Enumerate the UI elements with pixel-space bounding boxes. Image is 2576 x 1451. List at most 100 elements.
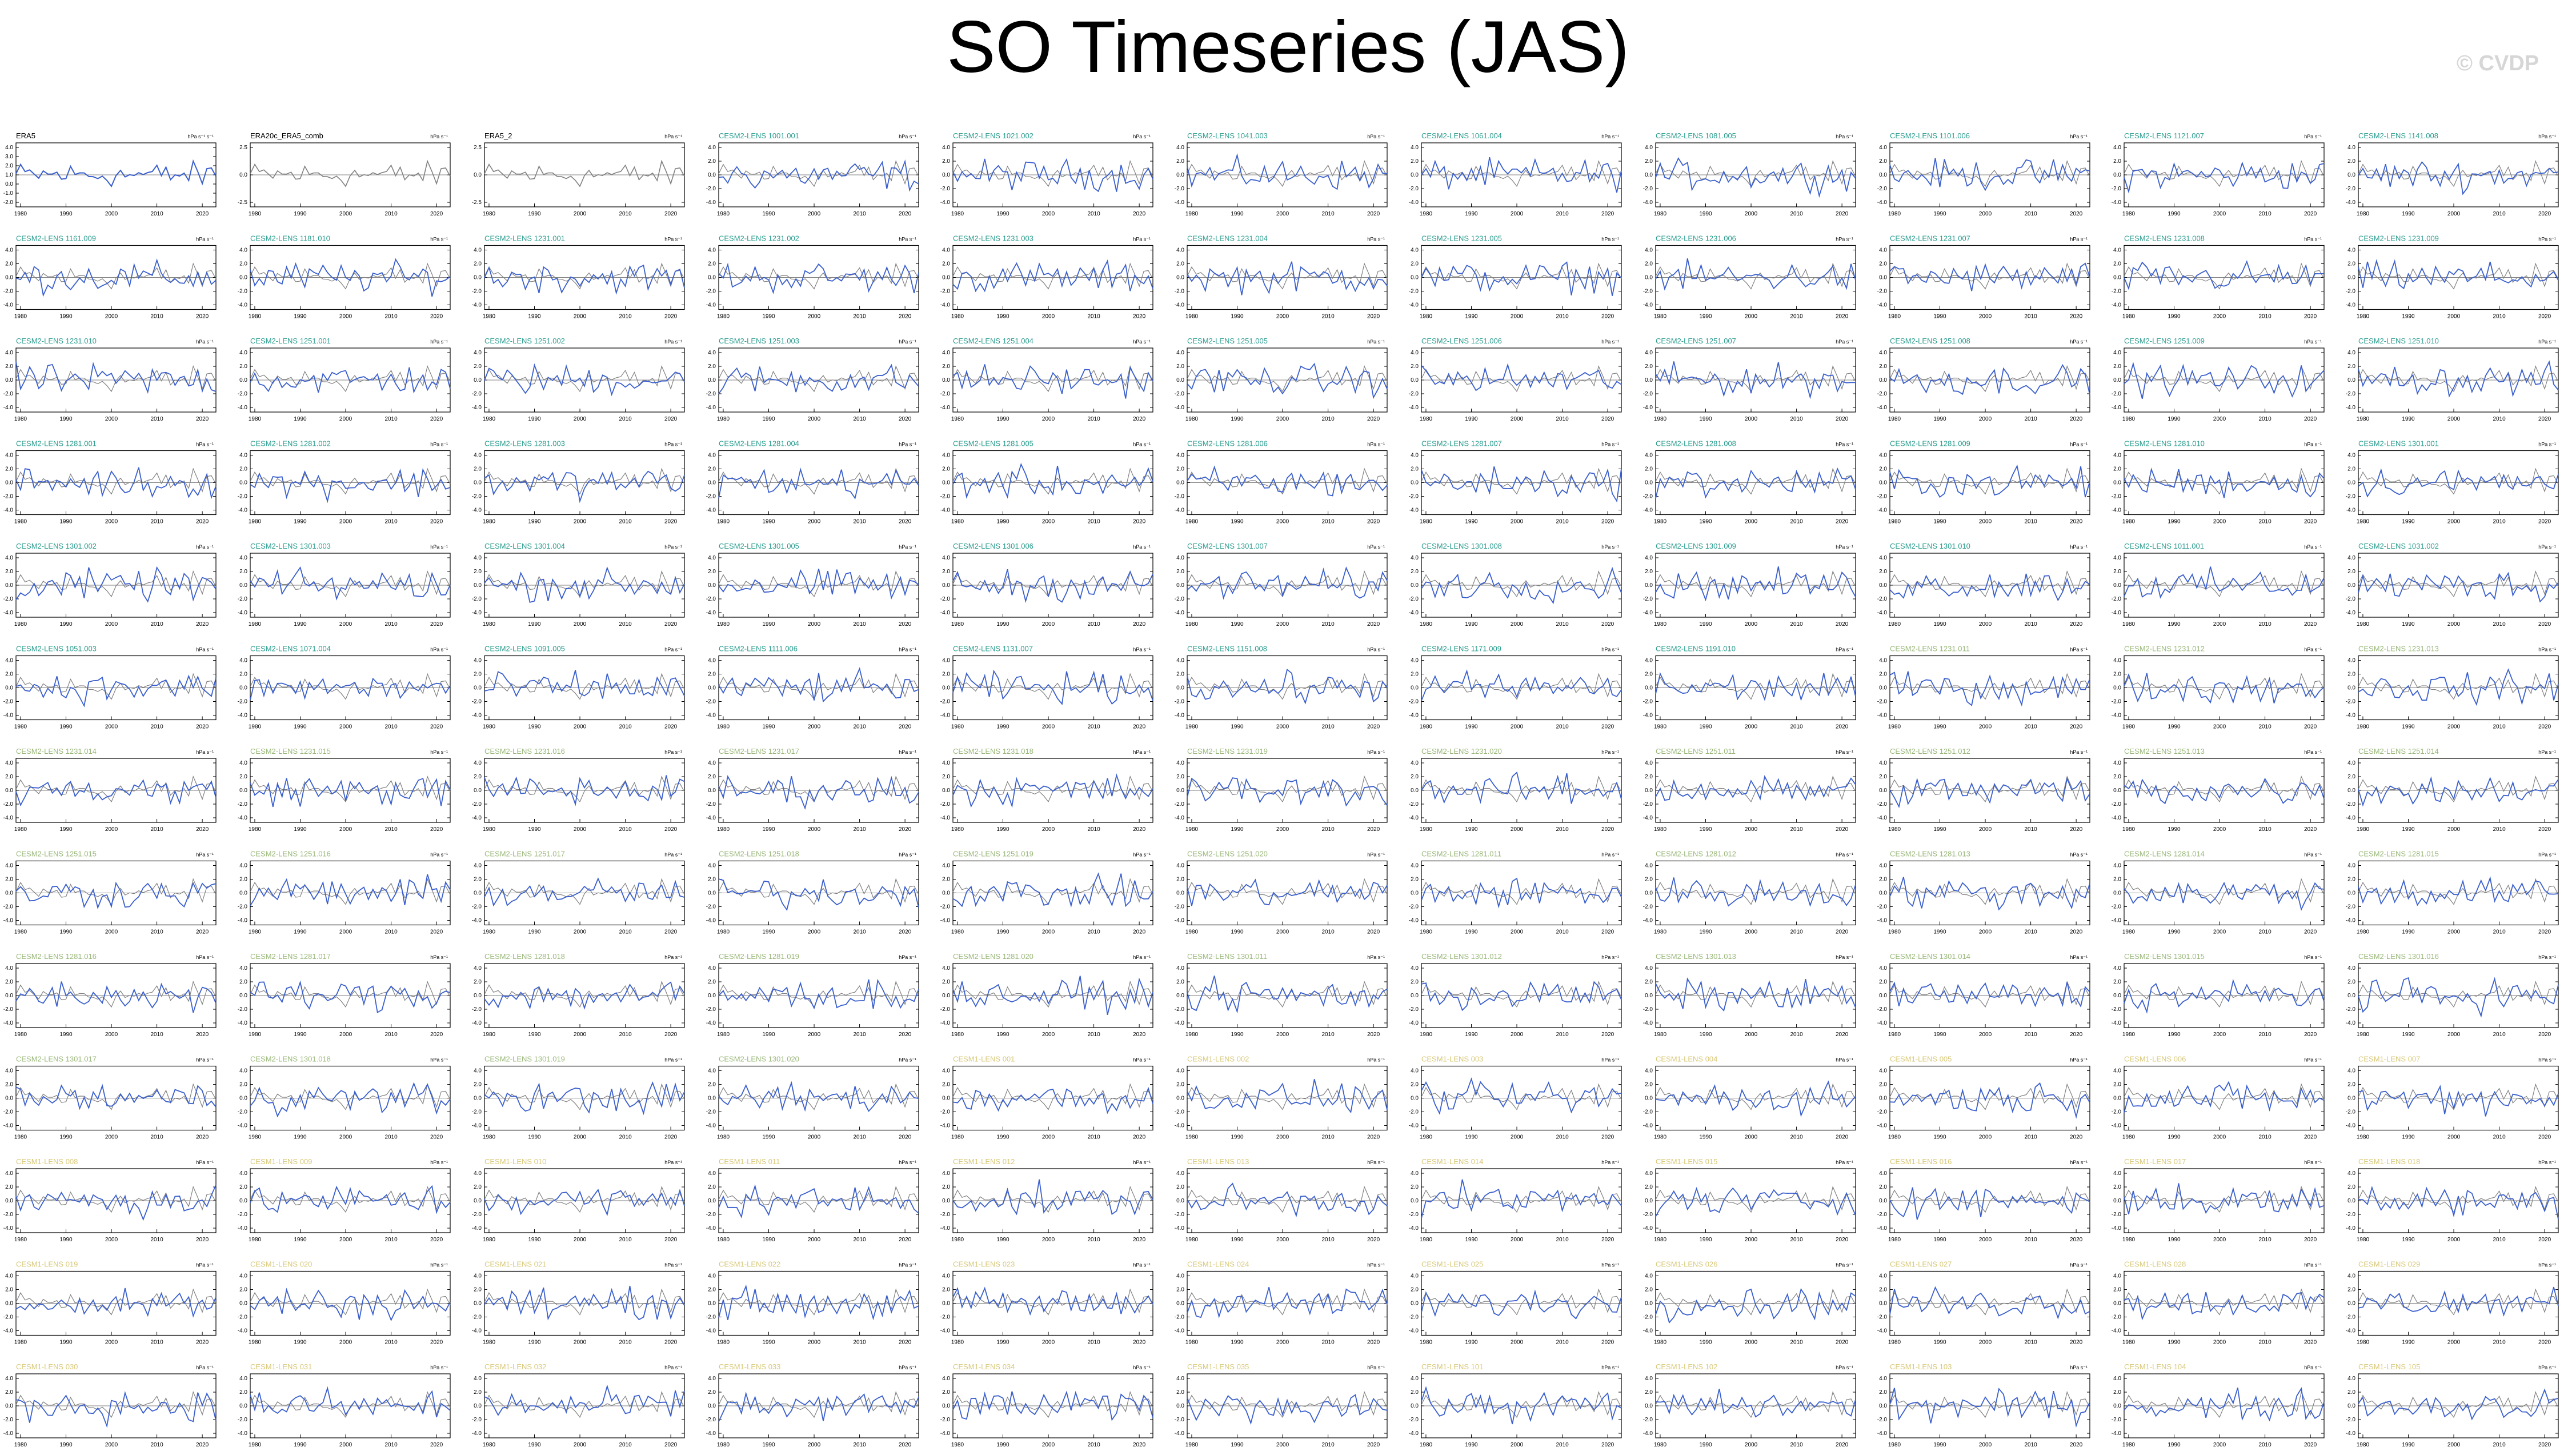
- y-tick-label: 0.0: [1411, 1198, 1419, 1204]
- y-tick-label: -1.0: [3, 190, 14, 197]
- x-tick-label: 2020: [1601, 211, 1614, 217]
- panel: CESM2-LENS 1281.002 hPa s⁻¹4.02.00.0-2.0-…: [238, 439, 451, 525]
- x-tick-label: 1980: [2357, 1442, 2370, 1448]
- member-series-line: [2358, 1286, 2559, 1317]
- y-tick-label: -4.0: [1643, 199, 1653, 206]
- y-tick-label: -4.0: [1877, 507, 1888, 514]
- x-tick-label: 1990: [1465, 724, 1478, 730]
- y-tick-label: 0.0: [474, 172, 482, 178]
- x-tick-label: 2020: [430, 211, 443, 217]
- y-tick-label: 2.0: [5, 1389, 13, 1396]
- y-tick-label: -4.0: [472, 405, 482, 411]
- x-tick-label: 2010: [1087, 724, 1100, 730]
- panel: CESM2-LENS 1081.005 hPa s⁻¹4.02.00.0-2.0-…: [1643, 131, 1856, 217]
- x-tick-label: 2000: [2213, 416, 2226, 422]
- panel-title: CESM2-LENS 1231.016: [484, 747, 565, 756]
- member-series-line: [718, 1081, 919, 1112]
- y-tick-label: 4.0: [1879, 658, 1887, 664]
- panel: CESM2-LENS 1301.011 hPa s⁻¹4.02.00.0-2.0-…: [1175, 952, 1388, 1038]
- x-tick-label: 2010: [1790, 826, 1803, 833]
- y-tick-label: -4.0: [1877, 199, 1888, 206]
- y-tick-label: -2.0: [3, 1212, 14, 1218]
- x-tick-label: 2000: [105, 826, 118, 833]
- y-tick-label: 4.0: [2113, 1068, 2121, 1074]
- y-tick-label: 4.0: [1411, 555, 1419, 561]
- panel-title: CESM2-LENS 1281.019: [719, 952, 799, 961]
- x-tick-label: 1980: [951, 416, 964, 422]
- panel-units: hPa s⁻¹: [430, 237, 448, 242]
- panel: CESM2-LENS 1231.020 hPa s⁻¹4.02.00.0-2.0-…: [1409, 747, 1622, 833]
- x-tick-label: 1980: [483, 211, 496, 217]
- y-tick-label: -2.0: [706, 391, 716, 397]
- panel-title: CESM2-LENS 1251.001: [250, 337, 331, 345]
- y-tick-label: -2.0: [1409, 186, 1419, 192]
- panel-title: CESM2-LENS 1081.005: [1656, 131, 1736, 140]
- panel-units: hPa s⁻¹: [664, 544, 682, 550]
- panel-title: CESM1-LENS 007: [2358, 1055, 2420, 1064]
- member-series-line: [1889, 158, 2090, 191]
- panel: CESM2-LENS 1281.017 hPa s⁻¹4.02.00.0-2.0-…: [238, 952, 451, 1038]
- panel-units: hPa s⁻¹: [430, 852, 448, 858]
- x-tick-label: 2020: [2304, 621, 2317, 627]
- y-tick-label: 0.0: [942, 1096, 950, 1102]
- member-series-line: [718, 569, 919, 600]
- member-series-line: [2124, 1081, 2325, 1113]
- y-tick-label: 4.0: [2347, 453, 2355, 459]
- obs-series-line: [952, 262, 1153, 290]
- y-tick-label: -4.0: [472, 610, 482, 616]
- y-tick-label: 0.0: [1176, 890, 1184, 897]
- panel: CESM2-LENS 1071.004 hPa s⁻¹4.02.00.0-2.0-…: [238, 645, 451, 730]
- y-tick-label: -4.0: [1409, 815, 1419, 821]
- x-tick-label: 2010: [384, 929, 398, 936]
- panel: CESM1-LENS 030 hPa s⁻¹4.02.00.0-2.0-4.019…: [3, 1362, 217, 1448]
- panel-title: CESM2-LENS 1301.018: [250, 1055, 331, 1064]
- x-tick-label: 2010: [2024, 1237, 2037, 1243]
- obs-series-line: [2124, 673, 2325, 700]
- x-tick-label: 1980: [2122, 519, 2136, 525]
- x-tick-label: 1980: [717, 211, 730, 217]
- x-tick-label: 1980: [951, 1340, 964, 1346]
- y-tick-label: 2.0: [1879, 158, 1887, 165]
- y-tick-label: 4.0: [708, 1170, 716, 1177]
- y-tick-label: -2.0: [2112, 904, 2122, 910]
- x-tick-label: 2020: [430, 724, 443, 730]
- y-tick-label: 2.0: [474, 1389, 482, 1396]
- y-tick-label: -2.0: [1175, 801, 1185, 808]
- panel-title: CESM2-LENS 1041.003: [1187, 131, 1268, 140]
- y-tick-label: -2.0: [706, 1417, 716, 1423]
- x-tick-label: 1980: [717, 1442, 730, 1448]
- y-tick-label: -2.0: [238, 1417, 248, 1423]
- y-tick-label: -4.0: [238, 302, 248, 309]
- panel-units: hPa s⁻¹: [2070, 1365, 2088, 1370]
- y-tick-label: 0.0: [1411, 788, 1419, 794]
- y-tick-label: 4.0: [5, 1273, 13, 1280]
- obs-series-line: [718, 159, 919, 187]
- y-tick-label: -4.0: [2112, 1225, 2122, 1232]
- panel-units: hPa s⁻¹: [2538, 442, 2556, 447]
- y-tick-label: -4.0: [1877, 815, 1888, 821]
- panel: CESM2-LENS 1151.008 hPa s⁻¹4.02.00.0-2.0-…: [1175, 645, 1388, 730]
- y-tick-label: 2.0: [1645, 261, 1653, 267]
- x-tick-label: 2000: [2447, 314, 2461, 320]
- panel-title: CESM2-LENS 1301.001: [2358, 439, 2439, 448]
- panel-units: hPa s⁻¹: [1601, 954, 1619, 960]
- x-tick-label: 2010: [619, 621, 632, 627]
- y-tick-label: 0.0: [708, 377, 716, 383]
- x-tick-label: 2010: [2258, 826, 2271, 833]
- y-tick-label: 4.0: [1645, 247, 1653, 254]
- x-tick-label: 2020: [1836, 416, 1849, 422]
- panel-title: CESM2-LENS 1251.008: [1890, 337, 1970, 345]
- y-tick-label: 2.0: [708, 158, 716, 165]
- x-tick-label: 2020: [2070, 1442, 2083, 1448]
- panel-units: hPa s⁻¹: [196, 237, 214, 242]
- y-tick-label: 2.0: [1411, 979, 1419, 985]
- y-tick-label: 4.0: [708, 1068, 716, 1074]
- x-tick-label: 1980: [1654, 519, 1667, 525]
- x-tick-label: 2000: [1511, 416, 1524, 422]
- x-tick-label: 2010: [2024, 416, 2037, 422]
- x-tick-label: 2020: [1601, 1340, 1614, 1346]
- panel: CESM2-LENS 1301.002 hPa s⁻¹4.02.00.0-2.0-…: [3, 542, 217, 627]
- panel-title: CESM1-LENS 008: [16, 1157, 78, 1166]
- x-tick-label: 1990: [59, 519, 73, 525]
- x-tick-label: 2000: [1979, 211, 1992, 217]
